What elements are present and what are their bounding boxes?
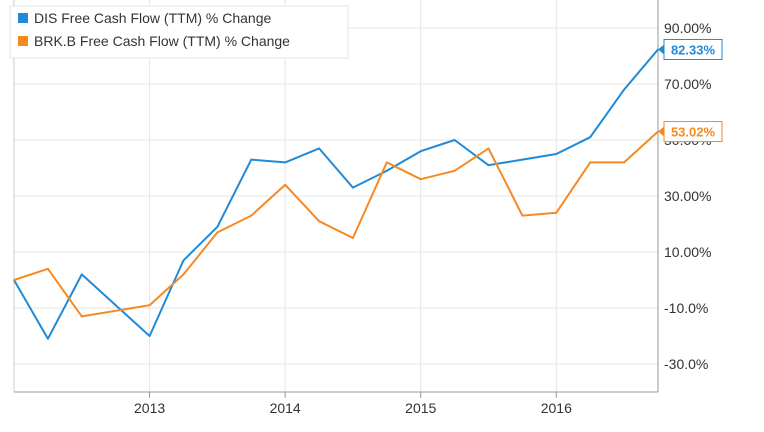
data-point-dis (216, 226, 219, 228)
end-label-pointer-brk (658, 126, 664, 137)
legend: DIS Free Cash Flow (TTM) % Change BRK.B … (9, 5, 349, 59)
legend-label-dis: DIS Free Cash Flow (TTM) % Change (34, 10, 271, 26)
y-tick-label: 70.00% (664, 76, 711, 92)
data-point-brk (80, 315, 83, 318)
data-point-brk (453, 170, 456, 172)
end-label-brk: 53.02% (671, 125, 716, 140)
data-point-dis (419, 150, 422, 152)
data-point-brk (114, 310, 117, 312)
y-tick-label: -10.0% (664, 300, 708, 316)
gridlines (14, 0, 658, 392)
y-tick-label: 90.00% (664, 20, 711, 36)
data-point-brk (182, 273, 185, 276)
data-point-dis (623, 88, 625, 91)
data-point-dis (148, 335, 151, 337)
end-label-dis: 82.33% (671, 42, 716, 57)
x-axis-ticks: 2013 2014 2015 2016 (134, 400, 572, 416)
data-point-brk (352, 237, 354, 239)
data-point-brk (47, 268, 49, 270)
x-tick-label: 2016 (541, 400, 572, 416)
data-point-brk (284, 184, 286, 186)
data-point-brk (589, 161, 592, 164)
x-tick-label: 2015 (405, 400, 436, 416)
y-tick-label: 10.00% (664, 244, 711, 260)
series-lines (13, 48, 659, 340)
data-point-brk (555, 212, 558, 214)
data-point-brk (623, 161, 625, 164)
y-tick-label: -30.0% (664, 356, 708, 372)
data-point-brk (250, 214, 253, 217)
series-end-labels: 82.33% 53.02% (658, 38, 723, 143)
data-point-dis (487, 164, 490, 166)
data-point-brk (487, 147, 490, 150)
data-point-brk (318, 220, 320, 222)
data-point-dis (589, 136, 592, 138)
end-label-pointer-dis (658, 44, 664, 55)
data-point-dis (386, 170, 388, 172)
x-tick-label: 2013 (134, 400, 165, 416)
data-point-dis (80, 273, 83, 276)
legend-box (9, 5, 349, 59)
data-point-brk (13, 279, 15, 281)
data-point-brk (521, 214, 524, 217)
data-point-dis (453, 139, 456, 141)
data-point-dis (114, 304, 117, 307)
data-point-brk (148, 304, 151, 307)
data-point-dis (555, 153, 558, 155)
x-tick-label: 2014 (270, 400, 301, 416)
data-point-dis (47, 338, 49, 340)
data-point-brk (216, 231, 219, 234)
data-point-dis (521, 158, 524, 161)
series-line-brk (13, 130, 659, 318)
data-point-brk (386, 161, 388, 164)
data-point-dis (250, 158, 253, 161)
axes (13, 0, 659, 398)
data-point-dis (284, 161, 286, 164)
data-point-dis (182, 259, 185, 262)
data-point-dis (318, 147, 320, 150)
legend-swatch-brk (18, 36, 28, 46)
data-point-brk (419, 178, 422, 180)
legend-label-brk: BRK.B Free Cash Flow (TTM) % Change (34, 33, 290, 49)
legend-swatch-dis (18, 13, 28, 23)
data-point-dis (352, 186, 354, 189)
y-tick-label: 30.00% (664, 188, 711, 204)
